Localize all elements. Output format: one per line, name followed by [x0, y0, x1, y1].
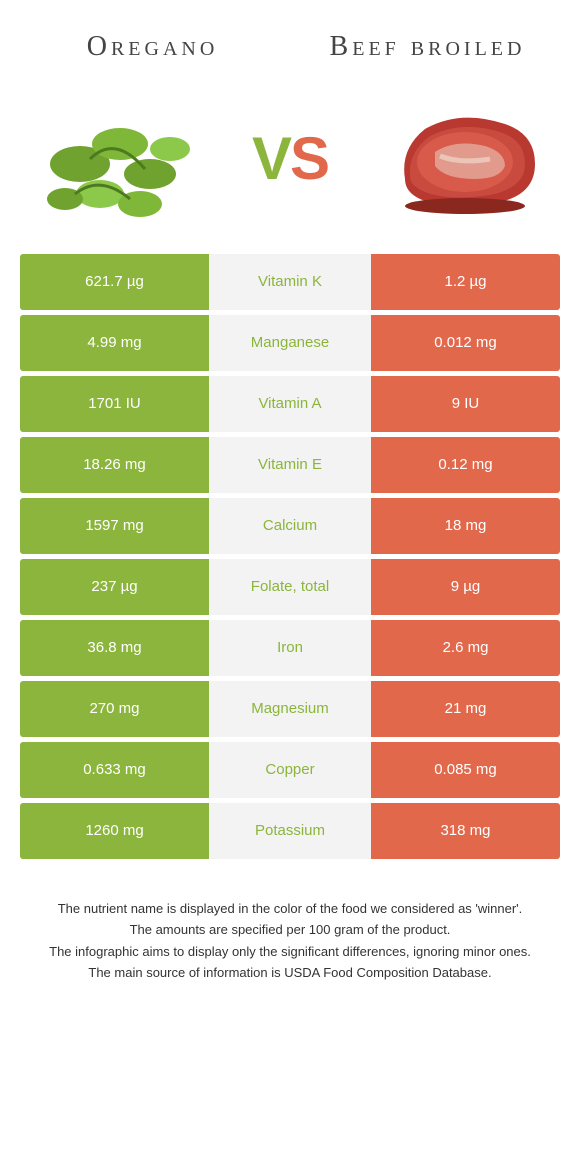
nutrient-label: Potassium [209, 803, 371, 859]
footer-notes: The nutrient name is displayed in the co… [0, 864, 580, 1005]
vs-s: S [290, 125, 328, 192]
nutrient-label: Calcium [209, 498, 371, 554]
nutrient-row: 237 µgFolate, total9 µg [20, 559, 560, 615]
footer-line-3: The infographic aims to display only the… [30, 942, 550, 962]
vs-row: VS [0, 74, 580, 254]
value-left: 270 mg [20, 681, 209, 737]
value-right: 318 mg [371, 803, 560, 859]
value-left: 1597 mg [20, 498, 209, 554]
nutrient-label: Folate, total [209, 559, 371, 615]
food-b-image [380, 84, 550, 234]
footer-line-4: The main source of information is USDA F… [30, 963, 550, 983]
value-right: 1.2 µg [371, 254, 560, 310]
value-right: 18 mg [371, 498, 560, 554]
vs-v: V [252, 125, 290, 192]
value-left: 4.99 mg [20, 315, 209, 371]
value-right: 0.012 mg [371, 315, 560, 371]
value-left: 0.633 mg [20, 742, 209, 798]
nutrient-row: 1260 mgPotassium318 mg [20, 803, 560, 859]
value-left: 237 µg [20, 559, 209, 615]
nutrient-table: 621.7 µgVitamin K1.2 µg4.99 mgManganese0… [0, 254, 580, 864]
nutrient-label: Vitamin A [209, 376, 371, 432]
nutrient-row: 18.26 mgVitamin E0.12 mg [20, 437, 560, 493]
nutrient-row: 1701 IUVitamin A9 IU [20, 376, 560, 432]
value-right: 0.085 mg [371, 742, 560, 798]
nutrient-label: Vitamin E [209, 437, 371, 493]
nutrient-label: Magnesium [209, 681, 371, 737]
value-left: 18.26 mg [20, 437, 209, 493]
nutrient-label: Vitamin K [209, 254, 371, 310]
nutrient-row: 0.633 mgCopper0.085 mg [20, 742, 560, 798]
nutrient-row: 621.7 µgVitamin K1.2 µg [20, 254, 560, 310]
footer-line-2: The amounts are specified per 100 gram o… [30, 920, 550, 940]
nutrient-label: Manganese [209, 315, 371, 371]
value-right: 9 µg [371, 559, 560, 615]
nutrient-row: 270 mgMagnesium21 mg [20, 681, 560, 737]
value-left: 36.8 mg [20, 620, 209, 676]
value-right: 21 mg [371, 681, 560, 737]
value-left: 1260 mg [20, 803, 209, 859]
nutrient-row: 36.8 mgIron2.6 mg [20, 620, 560, 676]
value-right: 0.12 mg [371, 437, 560, 493]
food-a-title: Oregano [40, 30, 265, 64]
food-a-image [30, 84, 200, 234]
footer-line-1: The nutrient name is displayed in the co… [30, 899, 550, 919]
nutrient-label: Iron [209, 620, 371, 676]
value-right: 2.6 mg [371, 620, 560, 676]
value-right: 9 IU [371, 376, 560, 432]
value-left: 621.7 µg [20, 254, 209, 310]
nutrient-row: 4.99 mgManganese0.012 mg [20, 315, 560, 371]
header: Oregano Beef broiled [0, 0, 580, 74]
nutrient-row: 1597 mgCalcium18 mg [20, 498, 560, 554]
nutrient-label: Copper [209, 742, 371, 798]
value-left: 1701 IU [20, 376, 209, 432]
food-b-title: Beef broiled [315, 30, 540, 64]
vs-label: VS [252, 124, 328, 193]
